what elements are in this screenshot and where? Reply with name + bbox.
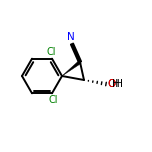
- Text: H: H: [112, 79, 120, 89]
- Text: Cl: Cl: [46, 47, 56, 57]
- Text: Cl: Cl: [48, 95, 58, 105]
- Polygon shape: [62, 61, 81, 76]
- Text: OH: OH: [107, 79, 123, 89]
- Text: O: O: [107, 79, 115, 89]
- Text: N: N: [67, 32, 75, 42]
